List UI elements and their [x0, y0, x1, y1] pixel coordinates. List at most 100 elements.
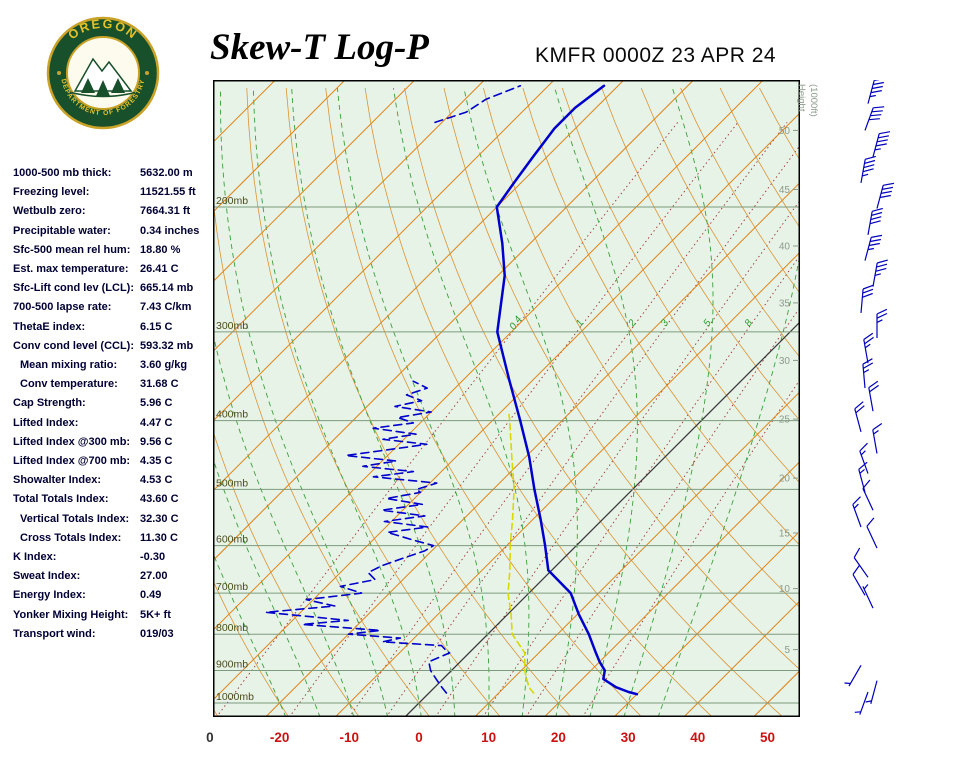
index-value: 7664.31 ft — [140, 205, 191, 218]
index-value: 11521.55 ft — [140, 186, 196, 199]
index-label: Conv temperature: — [20, 378, 118, 391]
height-axis-tick: 35 — [779, 298, 791, 309]
tree-icon — [111, 78, 125, 93]
height-axis-tick: 20 — [779, 474, 791, 485]
index-row: Wetbulb zero: 7664.31 ft — [13, 202, 213, 221]
height-axis-tick: 5 — [784, 645, 790, 656]
index-row: Total Totals Index: 43.60 C — [13, 490, 213, 509]
wind-barb — [852, 496, 862, 528]
index-row: Conv temperature: 31.68 C — [13, 375, 213, 394]
wind-barb — [862, 479, 874, 511]
wind-barb — [860, 155, 876, 184]
pressure-label: 300mb — [216, 320, 248, 332]
dewpoint-curve — [264, 380, 451, 694]
index-label: Cap Strength: — [13, 397, 86, 410]
wind-barb — [867, 207, 883, 236]
wind-barb — [853, 547, 869, 578]
temp-axis-tick: 50 — [759, 730, 776, 745]
pressure-label: 900mb — [216, 659, 248, 671]
index-row: Lifted Index @700 mb: 4.35 C — [13, 452, 213, 471]
index-label: Vertical Totals Index: — [20, 512, 130, 525]
index-value: 019/03 — [140, 627, 174, 640]
index-label: 700-500 lapse rate: — [13, 301, 112, 314]
height-axis-title-line1: Height — [796, 84, 807, 112]
index-row: Conv cond level (CCL): 593.32 mb — [13, 337, 213, 356]
index-row: 700-500 lapse rate: 7.43 C/km — [13, 298, 213, 317]
index-value: 32.30 C — [140, 512, 179, 525]
wind-barb — [860, 284, 874, 313]
wind-barb — [872, 131, 891, 158]
mixing-ratio-label: 8 — [743, 317, 755, 328]
index-row: Lifted Index: 4.47 C — [13, 414, 213, 433]
index-value: 4.53 C — [140, 474, 173, 487]
height-axis-tick: 45 — [779, 185, 791, 196]
wind-barb — [868, 380, 879, 412]
wind-barb — [872, 259, 888, 287]
pressure-label: 400mb — [216, 409, 248, 421]
index-label: 1000-500 mb thick: — [13, 167, 112, 179]
temp-axis-tick: 10 — [481, 730, 497, 745]
index-value: 0.34 inches — [140, 224, 200, 237]
index-value: 26.41 C — [140, 263, 179, 276]
index-value: 6.15 C — [140, 320, 173, 333]
index-label: Precipitable water: — [13, 224, 111, 237]
pressure-label: 500mb — [216, 477, 248, 489]
index-value: 18.80 % — [140, 243, 181, 256]
index-value: -0.30 — [140, 551, 166, 564]
index-label: Total Totals Index: — [13, 493, 109, 506]
index-label: Wetbulb zero: — [13, 205, 86, 218]
index-value: 4.47 C — [140, 416, 173, 429]
logo-star-left — [57, 71, 61, 75]
index-label: Freezing level: — [13, 186, 90, 199]
temp-axis-tick: 0 — [206, 730, 214, 745]
mixing-ratio-label: 5 — [702, 317, 714, 328]
index-value: 31.68 C — [140, 378, 179, 391]
wind-barb — [858, 461, 868, 493]
index-row: Cap Strength: 5.96 C — [13, 394, 213, 413]
index-row: ThetaE index: 6.15 C — [13, 318, 213, 337]
index-row: Sweat Index: 27.00 — [13, 567, 213, 586]
wind-barb — [865, 680, 878, 704]
index-value: 7.43 C/km — [140, 301, 192, 314]
index-label: Yonker Mixing Height: — [13, 608, 129, 621]
logo-star-right — [145, 71, 149, 75]
temp-axis: 0 -20 -10 0 10 20 30 40 50 — [206, 730, 800, 750]
pressure-label: 600mb — [216, 534, 248, 546]
index-label: Showalter Index: — [13, 474, 102, 487]
index-value: 593.32 mb — [140, 339, 194, 352]
index-label: Lifted Index @700 mb: — [13, 455, 131, 468]
index-row: Precipitable water: 0.34 inches — [13, 222, 213, 241]
wind-barb — [876, 308, 888, 338]
wind-barb — [859, 442, 869, 474]
index-row: Mean mixing ratio: 3.60 g/kg — [13, 356, 213, 375]
index-row: Vertical Totals Index: 32.30 C — [13, 510, 213, 529]
index-value: 0.49 — [140, 589, 162, 602]
index-row: Freezing level: 11521.55 ft — [13, 183, 213, 202]
skewt-chart: 200mb 300mb 400mb 500mb 600mb 700mb 800mb 900mb… — [213, 80, 800, 717]
index-row: Est. max temperature: 26.41 C — [13, 260, 213, 279]
temperature-curve — [495, 84, 639, 696]
tree-icon — [96, 80, 110, 96]
indices-panel: 1000-500 mb thick: 5632.00 m Freezing leve… — [13, 164, 213, 644]
height-axis-tick: 40 — [779, 242, 791, 253]
temp-axis-tick: 20 — [550, 730, 566, 745]
index-row: Showalter Index: 4.53 C — [13, 471, 213, 490]
wind-barb-column — [844, 80, 895, 715]
index-row: 1000-500 mb thick: 5632.00 m — [13, 164, 213, 183]
wind-barb — [844, 665, 862, 687]
index-row: Cross Totals Index: 11.30 C — [13, 529, 213, 548]
wind-barb — [862, 584, 874, 609]
wetbulb-curve — [507, 413, 535, 694]
wind-barb — [866, 517, 878, 549]
index-label: K Index: — [13, 551, 57, 564]
index-row: Sfc-Lift cond lev (LCL): 665.14 mb — [13, 279, 213, 298]
index-value: 5.96 C — [140, 397, 173, 410]
wind-barb — [854, 401, 865, 433]
index-row: K Index: -0.30 — [13, 548, 213, 567]
index-label: Sfc-Lift cond lev (LCL): — [13, 282, 134, 295]
index-label: Transport wind: — [13, 627, 96, 640]
index-value: 11.30 C — [140, 531, 178, 544]
height-axis-title-line2: (1000ft) — [808, 84, 819, 117]
height-axis-tick: 30 — [779, 356, 791, 367]
height-axis-title: Height (1000ft) — [796, 84, 819, 117]
